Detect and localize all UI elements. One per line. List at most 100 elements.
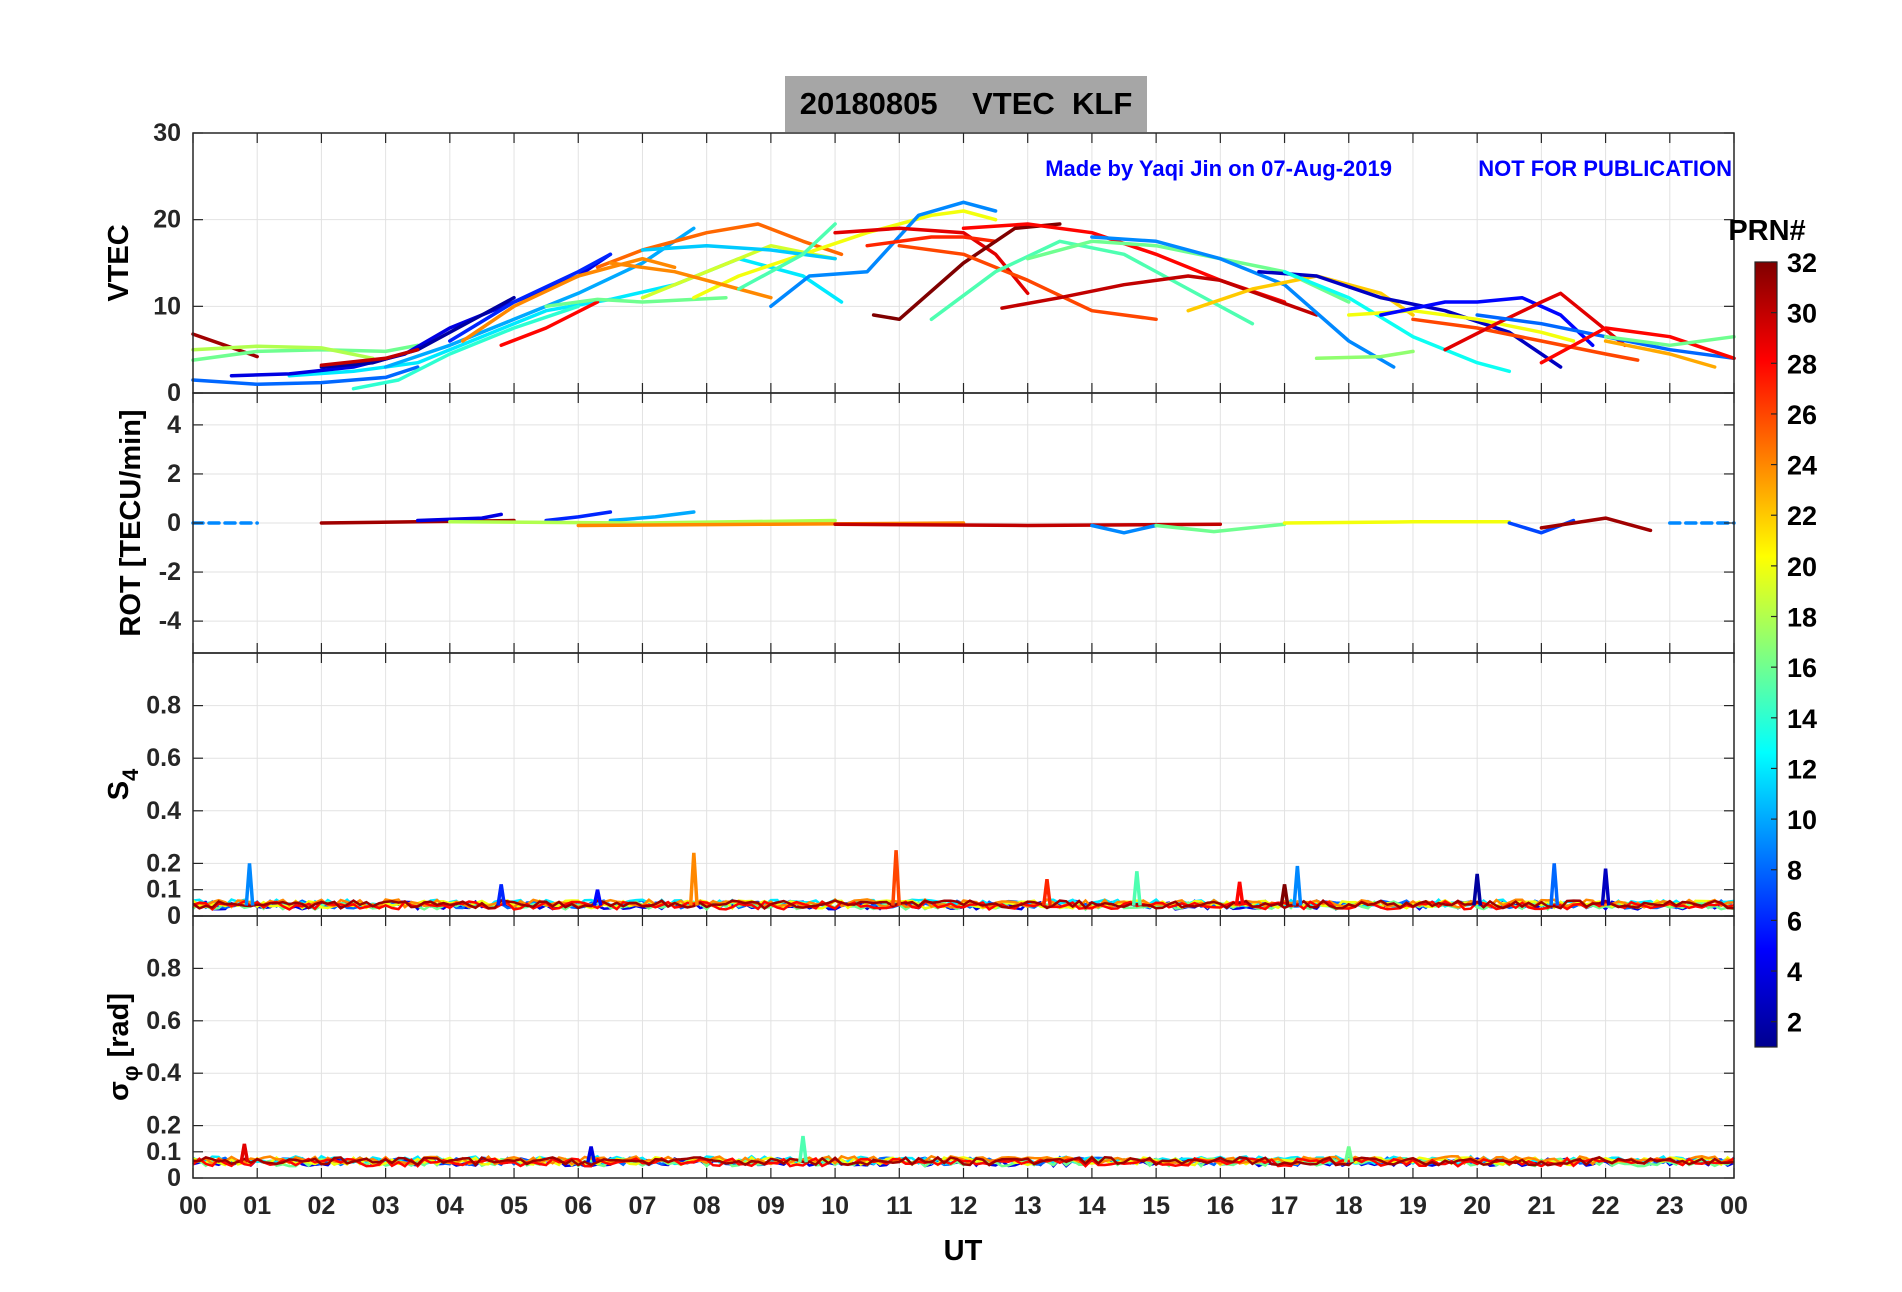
rot-plot-area xyxy=(191,510,1736,535)
vtec-series-prn-15 xyxy=(929,239,1255,326)
sigma-label-main: σ xyxy=(103,1081,135,1101)
sigma-label-subscript: φ xyxy=(118,1065,143,1081)
vtec-series-prn-16 xyxy=(1603,334,1736,348)
sigma-ytick-label: 0.2 xyxy=(146,1112,181,1140)
sigma-spike-prn-16 xyxy=(1343,1146,1354,1163)
sigma-phi-panel: 00.10.2 0.4 0.6 0.8 σφ [rad] xyxy=(103,915,1735,1192)
x-tick-label: 06 xyxy=(564,1192,592,1220)
s4-spike-prn-6 xyxy=(496,884,507,906)
vtec-series-prn-29 xyxy=(1443,291,1627,352)
sigma-phi-y-axis-label: σφ [rad] xyxy=(103,993,143,1101)
x-tick-label: 04 xyxy=(436,1192,464,1220)
x-axis-label: UT xyxy=(944,1235,983,1267)
vtec-ytick-label: 0 xyxy=(167,379,181,407)
vtec-series-prn-16 xyxy=(191,343,420,362)
vtec-series-prn-14 xyxy=(351,304,581,391)
rot-series-prn-16 xyxy=(1154,522,1287,534)
x-tick-label: 15 xyxy=(1142,1192,1170,1220)
s4-y-ticks: 00.10.2 0.4 0.6 0.8 xyxy=(146,692,1734,930)
s4-y-axis-label: S4 xyxy=(103,768,143,800)
s4-ytick-label: 0.1 xyxy=(146,876,181,904)
vtec-series-prn-23 xyxy=(1603,339,1717,369)
vtec-plot-area xyxy=(191,200,1736,391)
vtec-series-prn-28 xyxy=(1539,326,1736,365)
x-tick-label: 09 xyxy=(757,1192,785,1220)
x-tick-label: 03 xyxy=(372,1192,400,1220)
vtec-panel: 0 10 20 30 VTEC Made by Yaqi Jin on 07-Aug-… xyxy=(103,119,1736,407)
vtec-series-prn-26 xyxy=(897,243,1158,322)
rot-series-prn-9 xyxy=(1090,523,1158,535)
x-tick-label: 07 xyxy=(629,1192,657,1220)
sigma-spike-prn-4 xyxy=(586,1146,597,1163)
vtec-series-prn-13 xyxy=(1282,269,1512,374)
vtec-series-prn-32 xyxy=(871,222,1062,322)
x-tick-labels: 00 01 02 03 04 05 06 07 08 09 10 11 12 13 14 15 16 17 18 19… xyxy=(179,1192,1748,1220)
x-tick-label: 02 xyxy=(308,1192,336,1220)
vtec-series-prn-30 xyxy=(319,347,420,368)
vtec-series-prn-20 xyxy=(692,209,998,300)
s4-spike-prn-28 xyxy=(1234,881,1245,906)
s4-spike-prn-15 xyxy=(1131,871,1142,906)
sigma-spike-prn-29 xyxy=(239,1143,250,1163)
s4-spike-prn-9 xyxy=(1292,865,1303,906)
colorbar-tick-label: 22 xyxy=(1787,501,1817,531)
vtec-series-prn-3 xyxy=(1257,269,1563,369)
x-tick-label: 11 xyxy=(886,1192,913,1220)
colorbar-gradient xyxy=(1754,261,1778,1048)
chart-title: 20180805 VTEC KLF xyxy=(785,76,1147,132)
sigma-ytick-label: 0.8 xyxy=(146,954,181,982)
s4-label-main: S xyxy=(103,781,135,800)
colorbar-tick-label: 30 xyxy=(1787,299,1817,329)
vtec-series-prn-24 xyxy=(608,261,773,300)
x-tick-label: 00 xyxy=(179,1192,207,1220)
x-tick-label: 20 xyxy=(1463,1192,1491,1220)
x-tick-label: 00 xyxy=(1720,1192,1748,1220)
x-tick-label: 17 xyxy=(1271,1192,1299,1220)
vtec-series-prn-25 xyxy=(595,222,844,270)
colorbar-tick-label: 2 xyxy=(1787,1008,1802,1038)
colorbar-tick-label: 24 xyxy=(1787,451,1817,481)
x-tick-label: 12 xyxy=(950,1192,978,1220)
colorbar-tick-label: 6 xyxy=(1787,906,1802,936)
s4-spike-prn-26 xyxy=(891,850,902,906)
rot-panel: -4 -2 0 2 4 ROT [TECU/min] xyxy=(115,392,1736,654)
vtec-series-prn-24 xyxy=(460,256,677,343)
colorbar-tick-label: 4 xyxy=(1787,957,1802,987)
vtec-series-prn-15 xyxy=(737,222,837,291)
sigma-ytick-label: 0.6 xyxy=(146,1007,181,1035)
vtec-series-prn-5 xyxy=(1379,295,1595,348)
vtec-ytick-label: 10 xyxy=(153,292,181,320)
s4-spike-prn-2 xyxy=(1472,873,1483,906)
credit-annotation: Made by Yaqi Jin on 07-Aug-2019 xyxy=(1045,156,1392,181)
s4-grid xyxy=(192,653,1735,917)
rot-series-prn-18 xyxy=(448,518,837,525)
vtec-series-prn-30 xyxy=(1000,274,1319,317)
s4-ytick-label: 0.8 xyxy=(146,692,181,720)
sigma-ytick-label: 0 xyxy=(167,1164,181,1192)
x-tick-label: 21 xyxy=(1527,1192,1555,1220)
rot-ytick-label: 0 xyxy=(167,509,181,537)
x-tick-label: 16 xyxy=(1206,1192,1234,1220)
s4-spike-prn-9 xyxy=(244,863,255,906)
rot-series-prn-10 xyxy=(608,510,696,523)
x-tick-label: 22 xyxy=(1592,1192,1620,1220)
x-tick-label: 14 xyxy=(1078,1192,1106,1220)
sigma-phi-axes-frame xyxy=(192,915,1735,1179)
sigma-baseline-prn-31 xyxy=(192,1155,1735,1167)
s4-spike-prn-24 xyxy=(688,852,699,906)
vtec-y-ticks: 0 10 20 30 xyxy=(153,119,1734,407)
s4-plot-area xyxy=(192,850,1735,912)
s4-spike-prn-32 xyxy=(1279,884,1290,906)
rot-series-prn-31 xyxy=(1539,516,1653,533)
colorbar-tick-label: 8 xyxy=(1787,856,1802,886)
s4-label-subscript: 4 xyxy=(118,768,143,781)
x-tick-label: 19 xyxy=(1399,1192,1427,1220)
sigma-phi-plot-area xyxy=(192,1135,1735,1169)
colorbar-label: PRN# xyxy=(1728,215,1805,247)
vtec-series-prn-27 xyxy=(865,235,998,248)
colorbar-tick-label: 26 xyxy=(1787,400,1817,430)
rot-series-prn-20 xyxy=(1282,520,1512,525)
rot-ytick-label: -4 xyxy=(159,607,181,635)
vtec-ytick-label: 30 xyxy=(153,119,181,147)
